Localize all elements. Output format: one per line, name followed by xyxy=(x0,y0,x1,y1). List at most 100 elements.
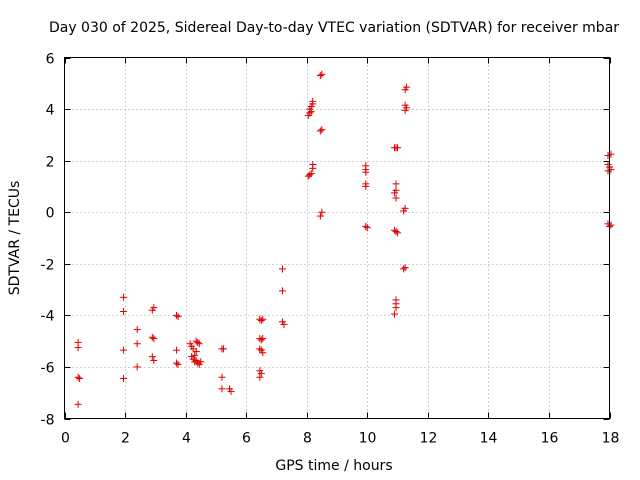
y-tick-label: 6 xyxy=(46,52,55,68)
x-tick-label: 14 xyxy=(480,431,498,447)
data-point xyxy=(279,265,286,273)
y-tick-label: 2 xyxy=(46,155,55,171)
data-point xyxy=(194,359,202,367)
data-point xyxy=(74,400,82,408)
data-points xyxy=(74,70,615,408)
data-point xyxy=(195,340,203,348)
x-tick-label: 8 xyxy=(303,431,312,447)
data-point xyxy=(120,346,128,354)
y-tick-label: -4 xyxy=(41,309,55,325)
data-point xyxy=(133,363,141,371)
y-tick-label: 4 xyxy=(46,103,55,119)
data-point xyxy=(120,375,128,383)
data-point xyxy=(318,70,326,78)
data-point xyxy=(120,307,128,315)
data-point xyxy=(392,304,400,312)
data-point xyxy=(148,333,156,341)
x-tick-label: 0 xyxy=(61,431,70,447)
y-tick-label: 0 xyxy=(46,206,55,222)
x-tick-label: 6 xyxy=(242,431,251,447)
x-tick-label: 18 xyxy=(602,431,620,447)
plot-frame xyxy=(64,57,610,419)
data-point xyxy=(227,387,235,395)
data-point xyxy=(259,349,267,357)
data-point xyxy=(194,338,202,346)
data-point xyxy=(257,369,265,377)
data-point xyxy=(394,229,402,237)
data-point xyxy=(394,144,402,152)
data-point xyxy=(257,317,265,325)
data-point xyxy=(307,170,315,178)
data-point xyxy=(403,83,411,91)
data-point xyxy=(280,320,288,328)
data-point xyxy=(392,180,400,188)
data-point xyxy=(259,335,267,343)
data-point xyxy=(218,373,226,381)
data-point xyxy=(150,304,158,312)
data-point xyxy=(150,356,158,364)
data-point xyxy=(256,345,264,353)
data-point xyxy=(309,97,317,105)
data-point xyxy=(173,311,181,319)
data-point xyxy=(133,326,141,334)
data-point xyxy=(318,126,326,134)
data-point xyxy=(316,72,324,80)
data-point xyxy=(120,293,128,301)
data-point xyxy=(74,373,82,381)
y-tick-label: -6 xyxy=(41,361,55,377)
x-tick-label: 10 xyxy=(359,431,377,447)
x-tick-label: 12 xyxy=(420,431,438,447)
data-point xyxy=(191,351,199,359)
data-point xyxy=(191,358,199,366)
data-point xyxy=(401,204,409,212)
data-point xyxy=(306,171,314,179)
y-axis-label: SDTVAR / TECUs xyxy=(7,181,23,296)
data-point xyxy=(133,340,141,348)
data-point xyxy=(174,313,182,321)
data-point xyxy=(604,151,612,159)
data-point xyxy=(192,347,200,355)
data-point xyxy=(391,310,399,318)
data-point xyxy=(362,222,370,230)
data-point xyxy=(401,106,409,114)
data-point xyxy=(363,224,371,232)
data-point xyxy=(607,150,615,158)
data-point xyxy=(401,264,409,272)
data-point xyxy=(76,375,84,383)
data-point xyxy=(219,345,227,353)
data-point xyxy=(604,167,612,175)
data-point xyxy=(309,161,317,169)
data-point xyxy=(259,315,267,323)
data-point xyxy=(74,344,82,352)
x-tick-label: 2 xyxy=(121,431,130,447)
data-point xyxy=(257,336,265,344)
chart-title: Day 030 of 2025, Sidereal Day-to-day VTE… xyxy=(49,20,619,36)
data-point xyxy=(607,166,615,174)
data-point xyxy=(316,127,324,135)
data-point xyxy=(174,360,182,368)
grid xyxy=(64,57,610,419)
data-point xyxy=(148,353,156,361)
x-tick-label: 4 xyxy=(182,431,191,447)
data-point xyxy=(256,373,264,381)
y-tick-label: -8 xyxy=(41,413,55,429)
x-axis-label: GPS time / hours xyxy=(275,458,392,474)
data-point xyxy=(318,208,326,216)
data-point xyxy=(400,265,408,273)
data-point xyxy=(150,335,158,343)
x-tick-label: 16 xyxy=(541,431,559,447)
data-point xyxy=(607,221,615,229)
data-point xyxy=(218,385,226,393)
data-point xyxy=(362,162,370,170)
data-point xyxy=(173,346,181,354)
data-point xyxy=(392,194,400,202)
y-tick-label: -2 xyxy=(41,258,55,274)
data-point xyxy=(392,228,400,236)
data-point xyxy=(316,212,324,220)
data-point xyxy=(362,180,370,188)
axis-ticks: 0 2 4 6 8 10 12 14 16 18 -8 -6 -4 -2 0 2 4 6 xyxy=(41,52,620,447)
data-point xyxy=(391,189,399,197)
data-point xyxy=(279,287,286,295)
